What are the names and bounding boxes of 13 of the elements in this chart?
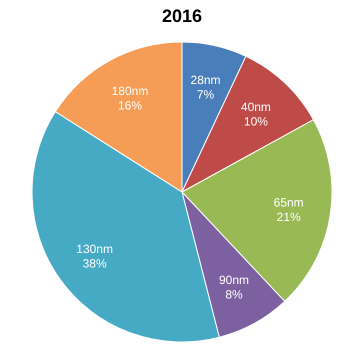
- slice-label: 130nm: [76, 242, 113, 256]
- slice-label: 65nm: [274, 195, 304, 210]
- chart-title: 2016: [162, 6, 202, 26]
- data-label: 7%: [196, 88, 215, 102]
- data-label: 10%: [244, 114, 268, 128]
- slice-label: 28nm: [190, 73, 221, 88]
- slice-label: 40nm: [240, 100, 271, 114]
- data-label: 16%: [118, 98, 142, 112]
- data-label: 21%: [276, 210, 301, 224]
- slice-label: 90nm: [219, 273, 250, 288]
- slice-label: 180nm: [112, 84, 148, 98]
- data-label: 38%: [82, 256, 107, 270]
- data-label: 8%: [225, 288, 244, 302]
